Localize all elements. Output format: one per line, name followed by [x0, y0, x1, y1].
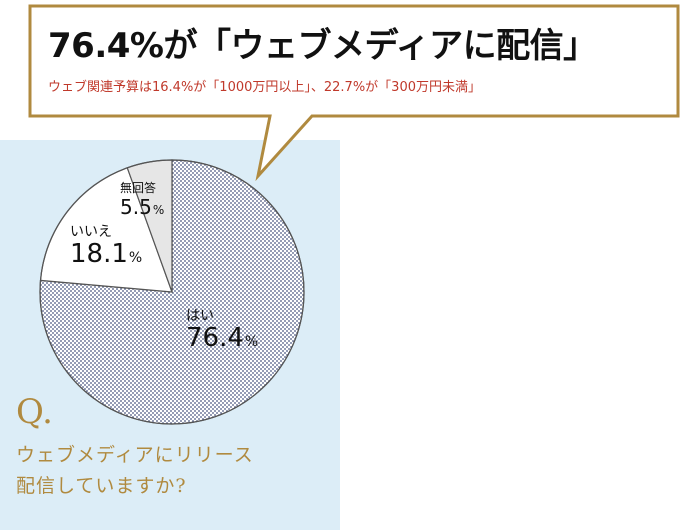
pie-label-noanswer: 無回答 5.5%	[120, 180, 164, 221]
subheadline: ウェブ関連予算は16.4%が「1000万円以上」、22.7%が「300万円未満」	[48, 80, 481, 95]
headline: 76.4%が「ウェブメディアに配信」	[48, 26, 597, 66]
pie-label-no-value: 18.1	[70, 239, 128, 269]
survey-question: Q. ウェブメディアにリリース 配信していますか?	[16, 392, 336, 500]
question-text-line1: ウェブメディアにリリース	[16, 444, 254, 466]
pie-label-noanswer-value: 5.5	[120, 195, 152, 219]
pie-label-noanswer-category: 無回答	[120, 181, 157, 195]
question-text-line2: 配信していますか?	[16, 475, 187, 497]
pie-label-yes-value: 76.4	[186, 323, 244, 353]
pie-outline	[39, 159, 305, 425]
pie-label-no-unit: %	[128, 250, 143, 266]
pie-label-no-category: いいえ	[70, 224, 112, 240]
pie-label-yes-category: はい	[186, 308, 214, 324]
pie-label-yes: はい 76.4%	[186, 308, 258, 356]
question-mark-label: Q.	[16, 392, 53, 432]
pie-label-yes-unit: %	[244, 334, 259, 350]
pie-label-no: いいえ 18.1%	[70, 224, 142, 272]
pie-label-noanswer-unit: %	[152, 203, 165, 217]
